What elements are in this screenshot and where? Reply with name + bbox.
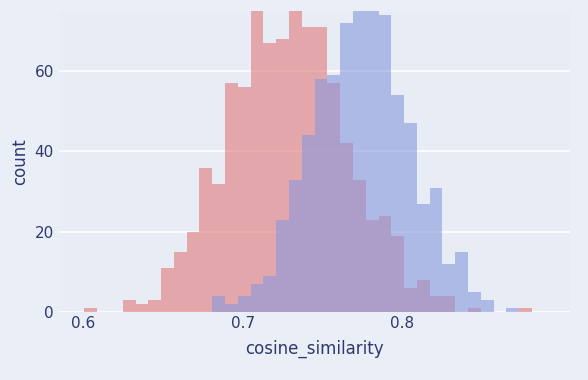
Y-axis label: count: count: [11, 138, 29, 185]
Bar: [519, 307, 532, 312]
Bar: [174, 252, 187, 312]
Bar: [366, 220, 379, 312]
Bar: [455, 252, 468, 312]
Bar: [366, 0, 379, 312]
Bar: [442, 264, 455, 312]
Bar: [136, 304, 148, 312]
Bar: [302, 136, 315, 312]
Bar: [481, 299, 494, 312]
Bar: [212, 184, 225, 312]
Bar: [430, 187, 442, 312]
Bar: [302, 27, 315, 312]
Bar: [315, 27, 328, 312]
Bar: [379, 215, 392, 312]
Bar: [404, 288, 417, 312]
Bar: [328, 76, 340, 312]
Bar: [263, 276, 276, 312]
Bar: [148, 299, 161, 312]
Bar: [379, 16, 392, 312]
Bar: [276, 220, 289, 312]
Bar: [123, 299, 136, 312]
Bar: [468, 307, 481, 312]
Bar: [417, 280, 430, 312]
Bar: [315, 79, 328, 312]
Bar: [85, 307, 97, 312]
Bar: [289, 179, 302, 312]
Bar: [187, 231, 199, 312]
Bar: [199, 168, 212, 312]
Bar: [404, 124, 417, 312]
Bar: [225, 84, 238, 312]
Bar: [250, 283, 263, 312]
Bar: [328, 84, 340, 312]
Bar: [353, 179, 366, 312]
Bar: [276, 40, 289, 312]
Bar: [340, 144, 353, 312]
Bar: [442, 296, 455, 312]
Bar: [468, 291, 481, 312]
Bar: [238, 296, 250, 312]
Bar: [340, 24, 353, 312]
Bar: [417, 204, 430, 312]
Bar: [250, 0, 263, 312]
Bar: [289, 0, 302, 312]
Bar: [263, 43, 276, 312]
Bar: [392, 95, 404, 312]
Bar: [392, 236, 404, 312]
Bar: [506, 307, 519, 312]
Bar: [353, 0, 366, 312]
Bar: [225, 304, 238, 312]
Bar: [161, 268, 174, 312]
Bar: [212, 296, 225, 312]
X-axis label: cosine_similarity: cosine_similarity: [245, 340, 384, 358]
Bar: [238, 87, 250, 312]
Bar: [430, 296, 442, 312]
